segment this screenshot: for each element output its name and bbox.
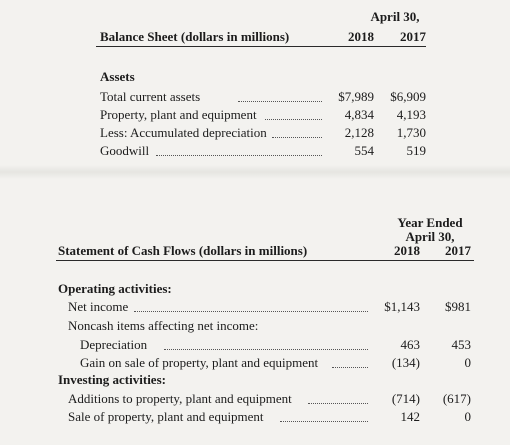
cf-value-2018: $1,143	[384, 299, 420, 314]
bs-value-2017: 1,730	[396, 125, 426, 140]
bs-year-2018: 2018	[348, 29, 374, 44]
cf-value-2018: (714)	[391, 391, 420, 406]
bs-section-assets: Assets	[100, 69, 135, 84]
cf-row-label: Net income	[68, 299, 129, 314]
cf-row-label: Depreciation	[80, 337, 148, 352]
cf-period-line1: Year Ended	[397, 215, 463, 230]
bs-value-2017: $6,909	[390, 89, 426, 104]
section-divider	[0, 165, 510, 179]
leader-dots	[265, 119, 322, 120]
leader-dots	[272, 137, 322, 138]
cf-row-label: Additions to property, plant and equipme…	[68, 391, 292, 406]
leader-dots	[156, 155, 322, 156]
cf-noncash-heading: Noncash items affecting net income:	[68, 318, 259, 333]
bs-value-2017: 519	[406, 143, 427, 158]
bs-title: Balance Sheet (dollars in millions)	[100, 29, 290, 44]
cf-value-2017: 0	[464, 355, 472, 370]
bs-row-label: Property, plant and equipment	[100, 107, 257, 122]
bs-row-label: Total current assets	[100, 89, 201, 104]
cf-value-2017: $981	[445, 299, 471, 314]
cf-value-2017: 0	[464, 409, 472, 424]
cf-period-line2: April 30,	[405, 229, 455, 244]
cf-title: Statement of Cash Flows (dollars in mill…	[58, 243, 308, 258]
cf-value-2017: (617)	[442, 391, 471, 406]
cf-year-2018: 2018	[394, 243, 420, 258]
cf-value-2017: 453	[451, 337, 472, 352]
leader-dots	[308, 403, 368, 404]
cf-year-2017: 2017	[445, 243, 471, 258]
leader-dots	[332, 367, 368, 368]
cf-header-rule	[56, 260, 474, 261]
bs-value-2017: 4,193	[396, 107, 426, 122]
leader-dots	[134, 311, 368, 312]
bs-value-2018: $7,989	[338, 89, 374, 104]
bs-period-label: April 30,	[370, 9, 420, 24]
cf-value-2018: (134)	[391, 355, 420, 370]
bs-row-label: Less: Accumulated depreciation	[100, 125, 267, 140]
cf-value-2018: 142	[400, 409, 421, 424]
cf-operating-heading: Operating activities:	[58, 281, 172, 296]
cf-row-label: Gain on sale of property, plant and equi…	[80, 355, 319, 370]
bs-value-2018: 2,128	[344, 125, 374, 140]
bs-row-label: Goodwill	[100, 143, 150, 158]
bs-header-rule	[96, 46, 426, 47]
bs-value-2018: 554	[354, 143, 375, 158]
cf-investing-heading: Investing activities:	[58, 372, 166, 387]
bs-year-2017: 2017	[400, 29, 426, 44]
cf-row-label: Sale of property, plant and equipment	[68, 409, 264, 424]
leader-dots	[164, 349, 368, 350]
leader-dots	[238, 101, 322, 102]
bs-value-2018: 4,834	[344, 107, 374, 122]
cf-value-2018: 463	[400, 337, 421, 352]
leader-dots	[280, 421, 368, 422]
